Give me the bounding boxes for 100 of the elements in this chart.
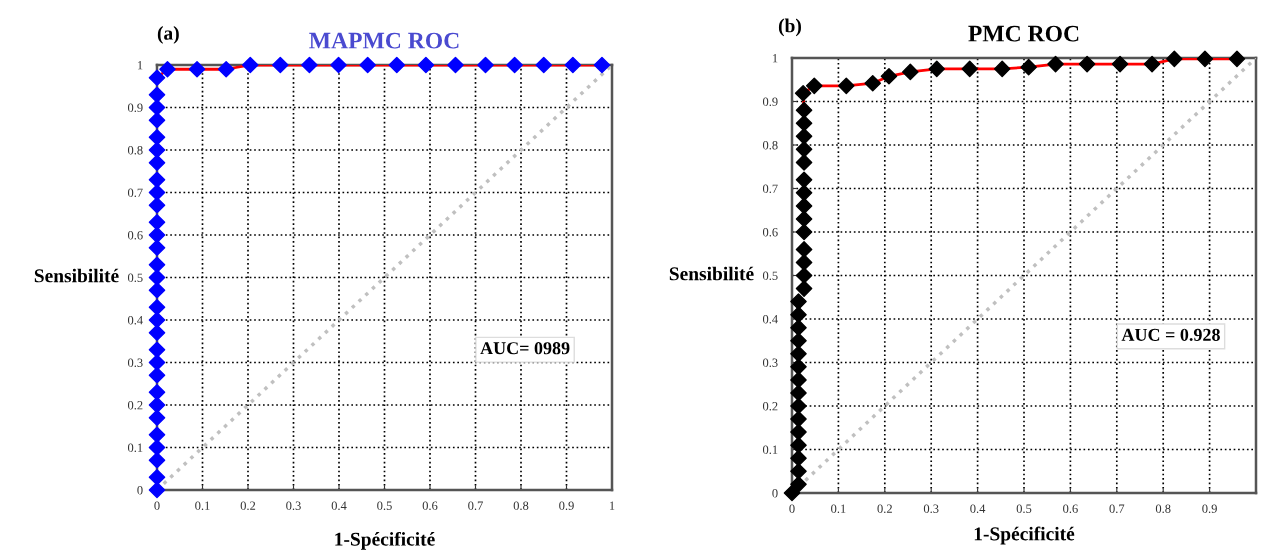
x-tick-label: 1 — [609, 501, 615, 510]
y-tick-label: 0.8 — [762, 141, 778, 150]
point — [148, 99, 166, 116]
point — [864, 74, 882, 92]
point — [148, 226, 166, 244]
point — [790, 384, 807, 402]
point — [795, 101, 813, 119]
y-tick-label: 0 — [137, 486, 143, 495]
x-tick-label: 0.8 — [513, 501, 529, 510]
point — [535, 56, 553, 74]
x-tick-label: 0.2 — [240, 501, 256, 510]
x-tick-label: 0.9 — [559, 501, 574, 510]
point — [148, 311, 166, 329]
point — [1143, 55, 1161, 73]
point — [795, 184, 813, 202]
point — [790, 475, 807, 493]
x-tick-label: 0.5 — [1016, 504, 1032, 513]
x-axis-title: 1-Spécificité — [974, 526, 1075, 545]
point — [148, 69, 166, 87]
point — [148, 481, 166, 499]
point — [790, 358, 807, 376]
point — [795, 241, 813, 258]
x-tick-label: 0.4 — [331, 501, 347, 510]
point — [217, 60, 235, 78]
point — [783, 484, 801, 502]
chart-title: PMC ROC — [968, 25, 1079, 42]
point — [795, 171, 813, 189]
point — [506, 56, 523, 74]
y-tick-label: 0.3 — [762, 358, 778, 368]
point — [902, 63, 919, 81]
point — [795, 210, 813, 228]
y-tick-label: 0.4 — [127, 316, 143, 325]
point — [148, 383, 166, 401]
y-tick-label: 0.2 — [127, 401, 143, 410]
x-tick-label: 0.3 — [286, 501, 301, 510]
point — [795, 197, 813, 215]
y-axis-title: Sensibilité — [669, 266, 754, 281]
point — [148, 154, 166, 172]
x-tick-label: 0 — [789, 504, 795, 513]
point — [1196, 50, 1214, 68]
y-tick-label: 1 — [137, 61, 143, 70]
point — [1047, 55, 1064, 73]
point — [790, 449, 807, 467]
point — [388, 56, 406, 74]
point — [148, 239, 166, 257]
point — [148, 354, 166, 371]
x-tick-label: 0.1 — [831, 504, 846, 513]
y-tick-label: 0.3 — [127, 358, 143, 368]
point — [272, 56, 289, 74]
point — [837, 77, 855, 95]
y-tick-label: 0.7 — [762, 184, 778, 194]
point — [564, 56, 582, 74]
point — [148, 409, 166, 427]
point — [795, 127, 813, 145]
point — [790, 410, 807, 428]
text: (b) — [778, 18, 801, 37]
point — [928, 60, 946, 78]
x-tick-label: 0.2 — [877, 504, 892, 513]
y-tick-label: 0.6 — [127, 231, 143, 240]
point — [880, 67, 898, 85]
y-tick-label: 0.4 — [762, 315, 778, 324]
y-tick-label: 0.1 — [762, 445, 778, 455]
point — [795, 223, 813, 241]
x-tick-label: 0.6 — [422, 501, 438, 510]
y-tick-label: 0.1 — [127, 443, 143, 453]
point — [790, 423, 807, 441]
point — [477, 56, 494, 74]
y-tick-label: 0.9 — [127, 103, 143, 113]
point — [417, 56, 435, 74]
point — [148, 324, 166, 342]
point — [148, 269, 166, 286]
point — [790, 293, 807, 310]
point — [790, 332, 807, 350]
point — [790, 306, 807, 323]
text: (a) — [157, 26, 179, 44]
point — [1078, 55, 1096, 73]
point — [1111, 55, 1129, 73]
point — [805, 77, 823, 95]
y-tick-label: 0.6 — [762, 228, 778, 237]
point — [795, 267, 813, 284]
point — [159, 60, 176, 78]
y-tick-label: 0.2 — [762, 402, 778, 411]
annotation: AUC= 0989 — [480, 342, 570, 355]
annotation: AUC = 0.928 — [1121, 328, 1220, 341]
point — [795, 254, 813, 271]
point — [790, 397, 807, 415]
point — [447, 56, 464, 74]
point — [790, 345, 807, 363]
point — [148, 298, 166, 316]
point — [148, 396, 166, 414]
x-tick-label: 0.7 — [468, 501, 483, 510]
point — [330, 56, 347, 74]
point — [241, 56, 259, 74]
x-tick-label: 0 — [154, 501, 160, 510]
point — [301, 56, 318, 74]
point — [148, 128, 166, 146]
y-tick-label: 0.5 — [762, 271, 778, 281]
point — [148, 468, 166, 486]
point — [961, 60, 979, 78]
y-tick-label: 0.7 — [127, 188, 143, 198]
